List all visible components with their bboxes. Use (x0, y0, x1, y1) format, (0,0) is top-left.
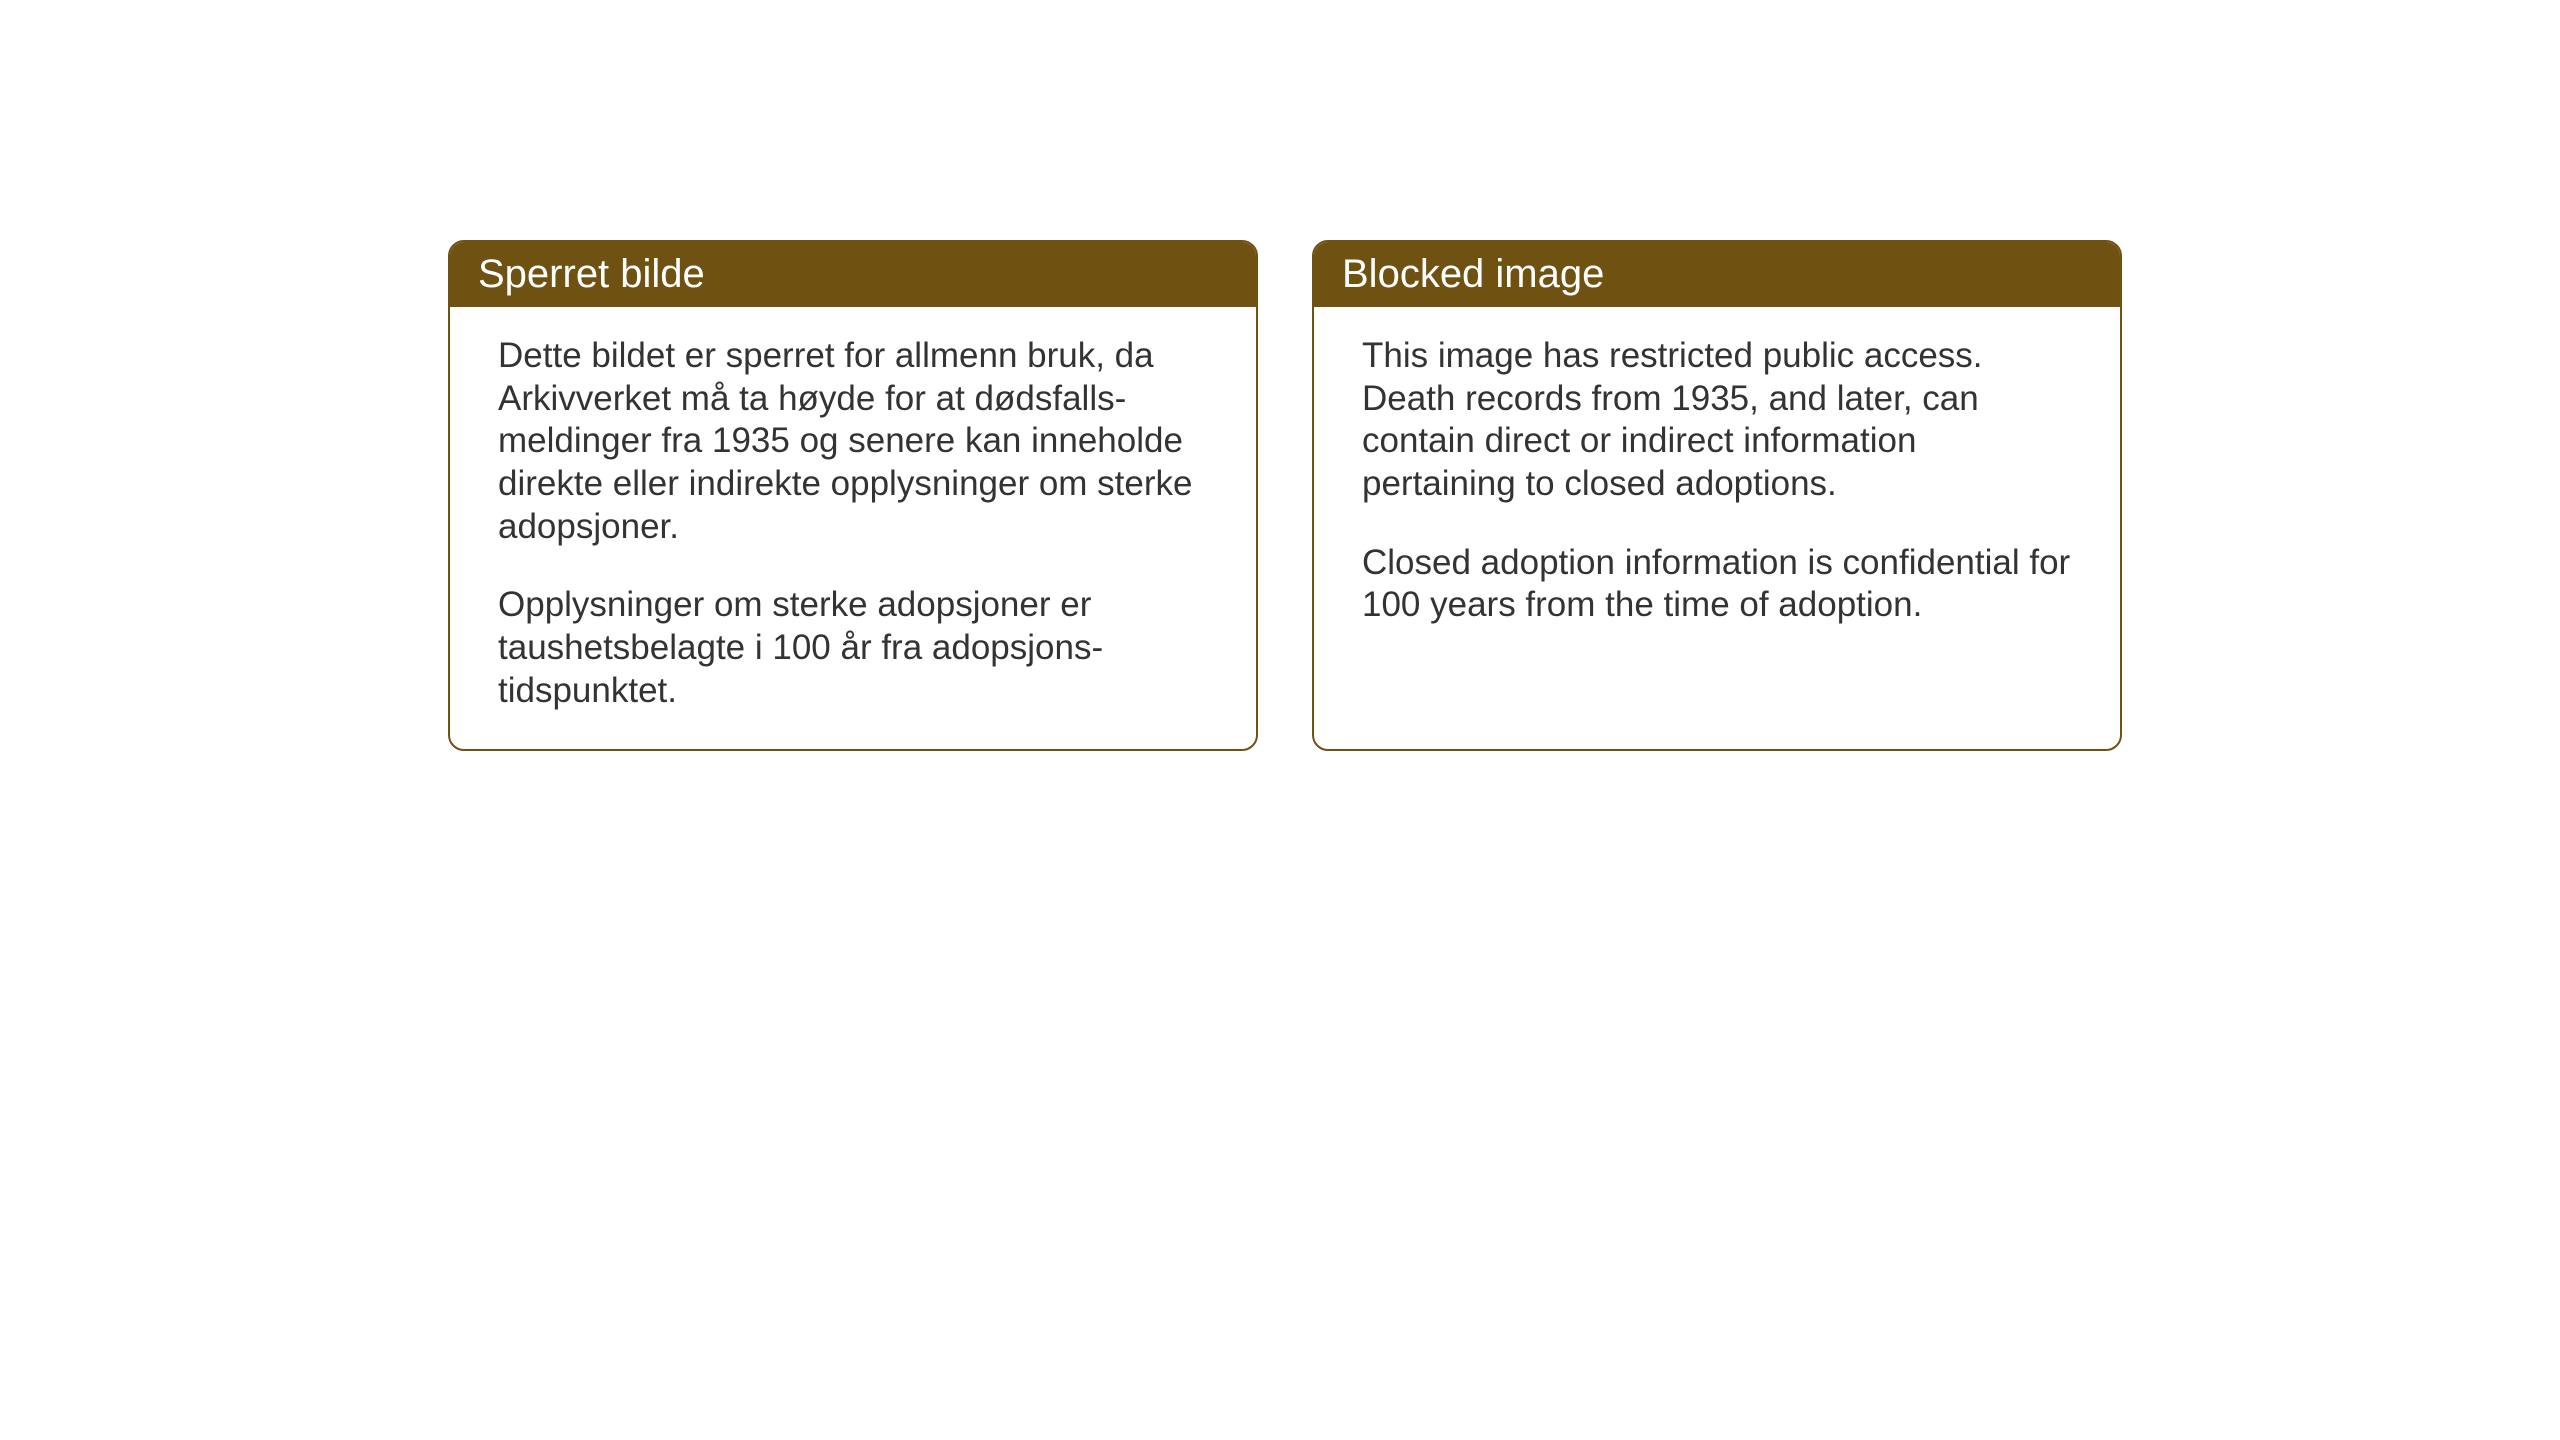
notice-title-norwegian: Sperret bilde (478, 252, 705, 296)
notice-body-english: This image has restricted public access.… (1314, 307, 2120, 663)
notice-box-english: Blocked image This image has restricted … (1312, 240, 2122, 751)
notice-body-norwegian: Dette bildet er sperret for allmenn bruk… (450, 307, 1256, 749)
notice-container: Sperret bilde Dette bildet er sperret fo… (448, 240, 2122, 751)
notice-title-english: Blocked image (1342, 252, 1604, 296)
notice-paragraph-2-norwegian: Opplysninger om sterke adopsjoner er tau… (498, 584, 1208, 712)
notice-paragraph-2-english: Closed adoption information is confident… (1362, 542, 2072, 627)
notice-header-norwegian: Sperret bilde (450, 242, 1256, 307)
notice-paragraph-1-english: This image has restricted public access.… (1362, 335, 2072, 506)
notice-box-norwegian: Sperret bilde Dette bildet er sperret fo… (448, 240, 1258, 751)
notice-header-english: Blocked image (1314, 242, 2120, 307)
notice-paragraph-1-norwegian: Dette bildet er sperret for allmenn bruk… (498, 335, 1208, 548)
